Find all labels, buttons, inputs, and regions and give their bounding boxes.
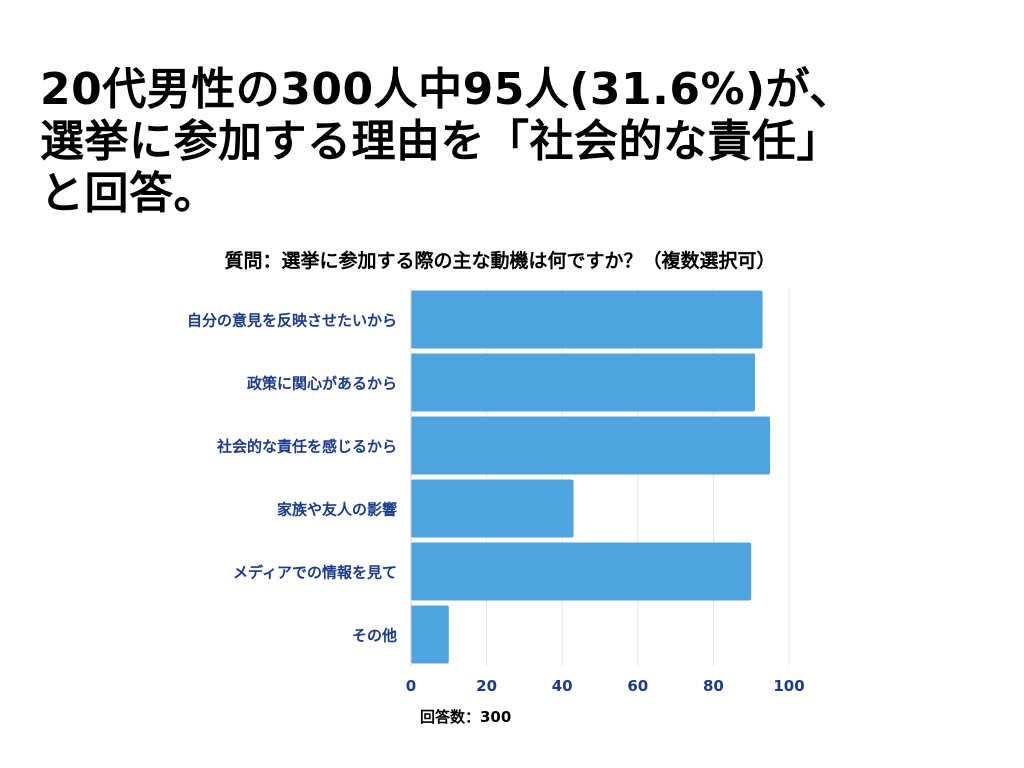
category-label-0: 自分の意見を反映させたいから (187, 312, 397, 330)
x-tick-label-3: 60 (627, 677, 648, 695)
bar-4 (411, 542, 752, 601)
bar-5 (411, 605, 449, 664)
x-tick-label-0: 0 (406, 677, 416, 695)
headline-line-3: と回答。 (40, 168, 218, 219)
x-tick-label-2: 40 (552, 677, 573, 695)
x-tick-label-5: 100 (773, 677, 804, 695)
headline-line-2: 選挙に参加する理由を「社会的な責任」 (40, 116, 841, 167)
x-tick-label-4: 80 (703, 677, 724, 695)
category-label-1: 政策に関心があるから (247, 375, 397, 393)
bar-2 (411, 416, 771, 475)
x-tick-label-1: 20 (476, 677, 497, 695)
survey-question: 質問：選挙に参加する際の主な動機は何ですか？（複数選択可） (224, 250, 776, 272)
bar-0 (411, 290, 763, 349)
bar-3 (411, 479, 574, 538)
category-label-2: 社会的な責任を感じるから (216, 438, 397, 456)
category-label-4: メディアでの情報を見て (233, 564, 397, 582)
bar-1 (411, 353, 755, 412)
headline-line-1: 20代男性の300人中95人(31.6%)が、 (40, 64, 854, 115)
category-label-5: その他 (352, 627, 397, 645)
respondent-count: 回答数：300 (420, 708, 512, 726)
headline: 20代男性の300人中95人(31.6%)が、 選挙に参加する理由を「社会的な責… (40, 64, 1000, 220)
category-label-3: 家族や友人の影響 (277, 501, 397, 519)
